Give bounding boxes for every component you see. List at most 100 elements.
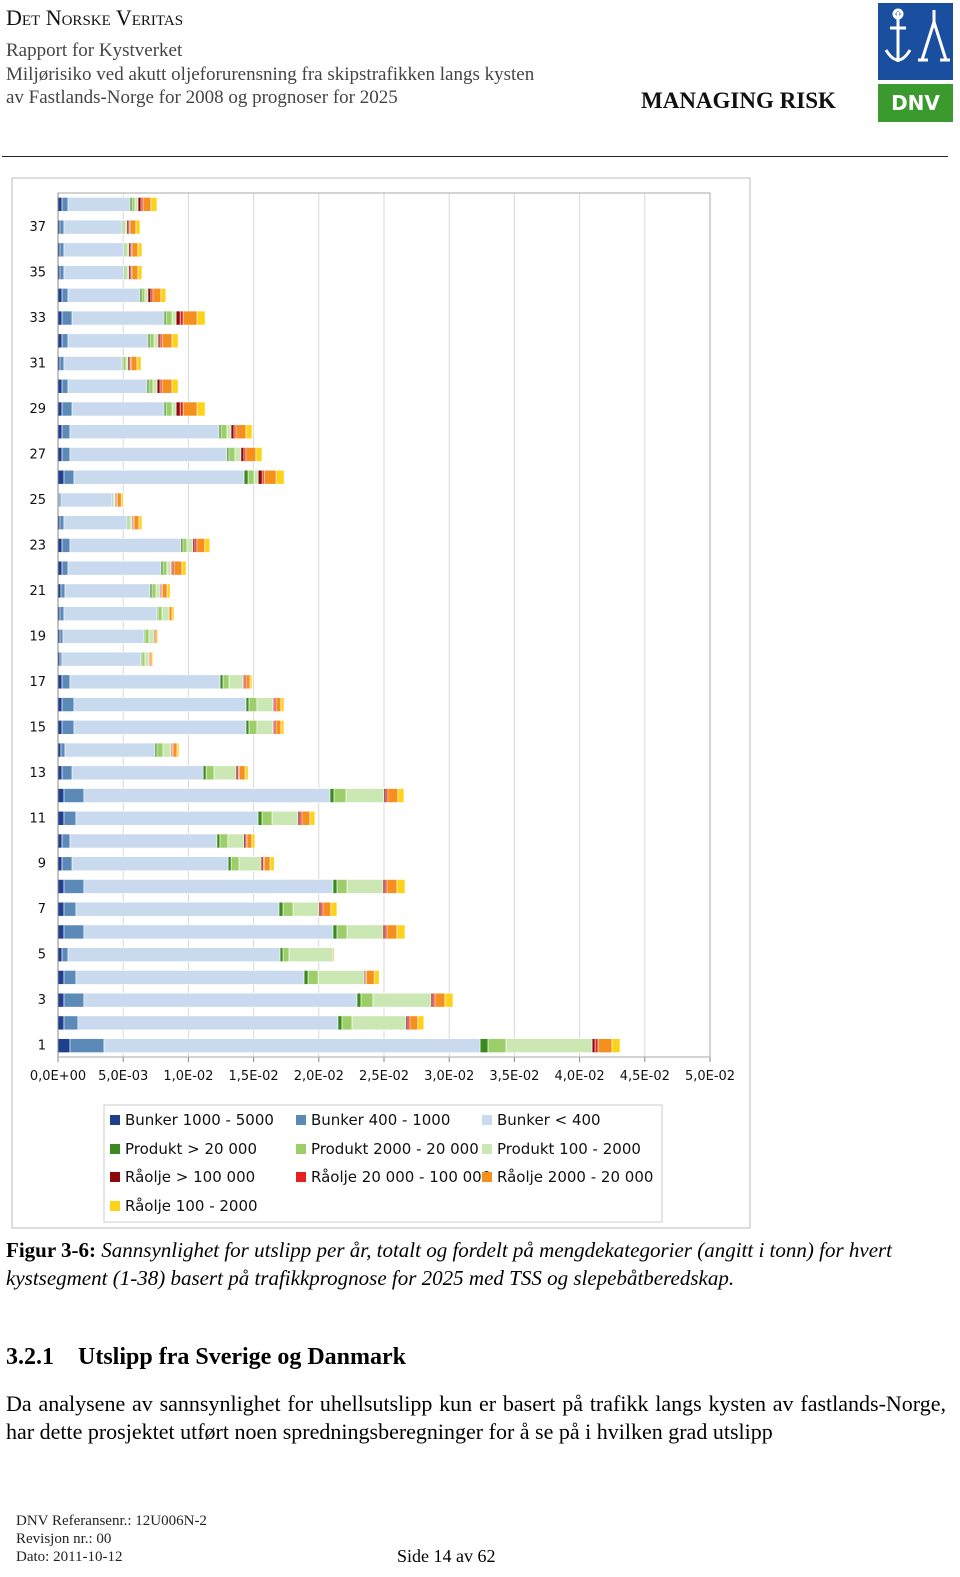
bar-segment <box>63 810 77 826</box>
bar-segment <box>73 469 245 485</box>
bar-segment <box>57 401 63 417</box>
bar-segment <box>61 947 69 962</box>
bar-segment <box>329 788 335 803</box>
y-tick-label: 5 <box>38 948 46 963</box>
bar-segment <box>269 856 275 872</box>
bar-segment <box>57 1038 71 1053</box>
bar-segment <box>61 378 69 394</box>
bar-segment <box>63 356 123 371</box>
y-tick-label: 31 <box>29 357 46 372</box>
bar-segment <box>83 924 334 940</box>
legend-swatch <box>296 1172 306 1182</box>
bar-segment <box>165 401 173 417</box>
bar-segment <box>219 833 229 849</box>
bar-segment <box>255 447 263 462</box>
bar-segment <box>67 560 162 576</box>
bar-segment <box>134 197 139 212</box>
x-tick-label: 2,5E-02 <box>359 1069 409 1084</box>
bar-segment <box>57 197 63 212</box>
bar-segment <box>245 447 257 462</box>
bar-segment <box>373 970 380 985</box>
bar-segment <box>248 720 258 735</box>
bar-segment <box>61 424 71 440</box>
y-tick-label: 9 <box>38 857 46 872</box>
bar-segment <box>83 992 358 1008</box>
bar-segment <box>235 424 247 440</box>
bar-segment <box>135 219 141 235</box>
legend-label: Råolje 100 - 2000 <box>125 1197 258 1215</box>
bar-segment <box>61 538 71 553</box>
bar-segment <box>332 879 338 894</box>
bar-segment <box>205 765 215 781</box>
bar-segment <box>142 197 152 212</box>
bar-segment <box>278 901 284 917</box>
bar-segment <box>280 697 285 712</box>
bar-segment <box>245 697 250 712</box>
bar-segment <box>61 333 69 349</box>
bar-segment <box>162 560 168 576</box>
bar-segment <box>63 515 128 530</box>
bar-segment <box>341 1015 353 1031</box>
bar-segment <box>213 765 237 781</box>
bar-segment <box>144 288 149 303</box>
bar-segment <box>175 401 181 417</box>
bar-segment <box>182 538 188 553</box>
section-number: 3.2.1 <box>6 1344 54 1370</box>
bar-segment <box>249 674 253 690</box>
bar-segment <box>346 879 384 894</box>
bar-segment <box>171 606 175 621</box>
bar-segment <box>63 992 85 1008</box>
bar-segment <box>133 515 140 530</box>
legend-swatch <box>110 1115 120 1125</box>
bar-segment <box>130 356 138 371</box>
bar-segment <box>57 879 65 894</box>
figure-caption: Figur 3-6: Sannsynlighet for utslipp per… <box>6 1236 946 1292</box>
bar-segment <box>59 219 65 235</box>
bar-segment <box>444 992 454 1008</box>
bar-segment <box>166 560 172 576</box>
bar-segment <box>60 583 66 599</box>
bar-segment <box>137 265 143 280</box>
bar-segment <box>63 924 85 940</box>
section-title: Utslipp fra Sverige og Danmark <box>78 1344 406 1370</box>
bar-segment <box>73 720 247 735</box>
bar-segment <box>417 1015 425 1031</box>
x-tick-label: 3,0E-02 <box>424 1069 474 1084</box>
bar-segment <box>165 310 173 326</box>
bar-segment <box>63 265 125 280</box>
bar-segment <box>63 970 77 985</box>
y-tick-label: 3 <box>38 993 46 1008</box>
bar-segment <box>59 356 65 371</box>
bar-segment <box>61 288 69 303</box>
bar-segment <box>122 356 127 371</box>
report-for: Rapport for Kystverket <box>6 40 183 61</box>
bar-segment <box>69 447 228 462</box>
bar-segment <box>57 697 63 712</box>
bar-segment <box>263 856 271 872</box>
x-tick-label: 1,0E-02 <box>163 1069 213 1084</box>
bar-segment <box>240 447 245 462</box>
bar-segment <box>222 674 230 690</box>
bar-segment <box>63 606 158 621</box>
bar-segment <box>64 583 151 599</box>
bar-segment <box>152 378 158 394</box>
y-tick-label: 29 <box>29 402 46 417</box>
bar-segment <box>61 833 71 849</box>
bar-segment <box>67 947 281 962</box>
caption-label: Figur 3-6: <box>6 1238 97 1262</box>
bar-segment <box>336 879 348 894</box>
bar-segment <box>67 333 149 349</box>
x-tick-label: 4,5E-02 <box>620 1069 670 1084</box>
bar-segment <box>227 856 232 872</box>
bar-segment <box>332 924 338 940</box>
legend-label: Bunker 1000 - 5000 <box>125 1111 274 1129</box>
bar-segment <box>487 1038 507 1053</box>
bar-segment <box>360 992 374 1008</box>
bar-segment <box>61 765 73 781</box>
bar-segment <box>83 879 334 894</box>
bar-segment <box>196 401 206 417</box>
bar-segment <box>75 810 259 826</box>
bar-segment <box>57 469 65 485</box>
bar-segment <box>57 856 63 872</box>
bar-segment <box>63 901 77 917</box>
